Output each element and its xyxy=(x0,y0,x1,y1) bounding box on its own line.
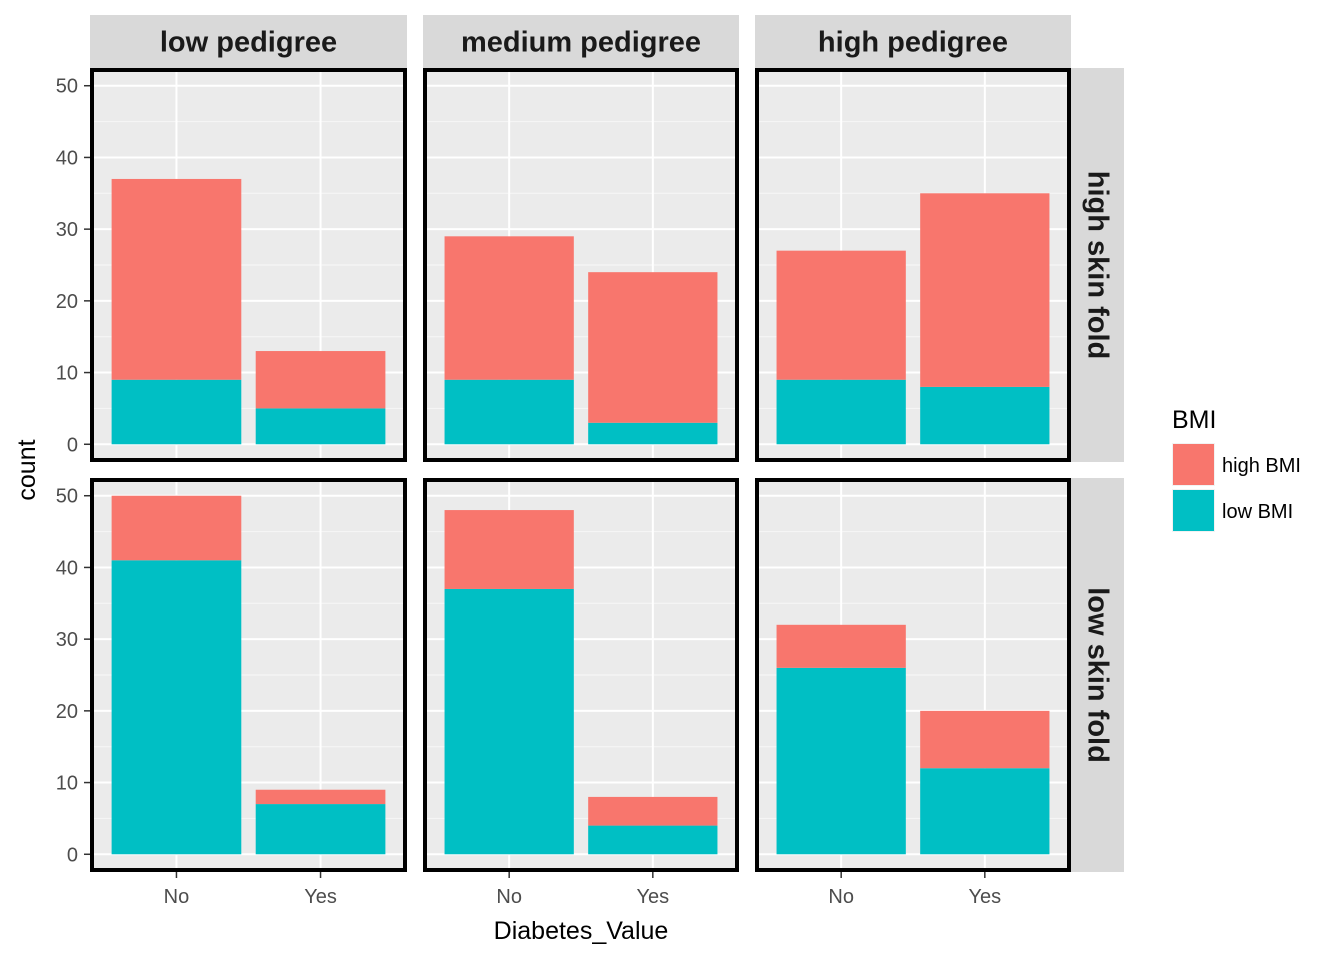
bar-low-skin-fold-low-pedigree-yes-high-bmi xyxy=(255,789,386,805)
row-strip xyxy=(1071,478,1124,872)
panel-border xyxy=(423,68,739,462)
y-tick-label: 0 xyxy=(67,434,78,456)
column-strip xyxy=(90,15,407,68)
bar-high-skin-fold-low-pedigree-yes-high-bmi xyxy=(255,351,386,409)
row-strip-label: low skin fold xyxy=(1082,587,1114,763)
y-tick-label: 20 xyxy=(56,701,78,723)
bar-low-skin-fold-medium-pedigree-yes-low-bmi xyxy=(588,825,718,855)
bar-high-skin-fold-high-pedigree-no-low-bmi xyxy=(776,379,906,445)
bar-low-skin-fold-low-pedigree-no-low-bmi xyxy=(111,560,242,855)
bar-high-skin-fold-medium-pedigree-yes-high-bmi xyxy=(588,272,718,423)
bar-low-skin-fold-low-pedigree-yes-low-bmi xyxy=(255,804,386,855)
row-strip xyxy=(1071,68,1124,462)
bar-low-skin-fold-medium-pedigree-yes-high-bmi xyxy=(588,796,718,826)
y-tick-label: 50 xyxy=(56,76,78,98)
y-tick-label: 40 xyxy=(56,557,78,579)
y-tick-label: 0 xyxy=(67,844,78,866)
legend-title: BMI xyxy=(1172,406,1216,434)
bar-high-skin-fold-low-pedigree-no-high-bmi xyxy=(111,178,242,380)
bar-high-skin-fold-high-pedigree-no-high-bmi xyxy=(776,250,906,380)
x-tick-label: Yes xyxy=(636,886,669,908)
row-strip-label: high skin fold xyxy=(1082,171,1114,360)
y-tick-label: 30 xyxy=(56,629,78,651)
column-strip xyxy=(423,15,739,68)
y-tick-label: 10 xyxy=(56,363,78,385)
x-tick-label: No xyxy=(164,886,190,908)
legend-label: low BMI xyxy=(1222,501,1293,523)
panel-border xyxy=(90,478,407,872)
y-tick-label: 50 xyxy=(56,486,78,508)
legend-swatch-high-bmi xyxy=(1173,444,1214,485)
x-tick-label: Yes xyxy=(968,886,1001,908)
bar-low-skin-fold-medium-pedigree-no-low-bmi xyxy=(444,588,574,855)
x-axis-title: Diabetes_Value xyxy=(494,917,669,945)
column-strip-label: high pedigree xyxy=(818,27,1008,59)
panel-border xyxy=(423,478,739,872)
column-strip xyxy=(755,15,1071,68)
bar-low-skin-fold-medium-pedigree-no-high-bmi xyxy=(444,510,574,589)
bar-high-skin-fold-low-pedigree-no-low-bmi xyxy=(111,379,242,445)
bar-low-skin-fold-high-pedigree-yes-low-bmi xyxy=(920,768,1050,855)
bar-high-skin-fold-high-pedigree-yes-low-bmi xyxy=(920,386,1050,445)
y-tick-label: 20 xyxy=(56,291,78,313)
column-strip-label: medium pedigree xyxy=(461,27,701,59)
bar-low-skin-fold-low-pedigree-no-high-bmi xyxy=(111,495,242,561)
y-tick-label: 30 xyxy=(56,219,78,241)
legend-swatch-low-bmi xyxy=(1173,490,1214,531)
y-axis-title: count xyxy=(13,439,41,500)
bar-high-skin-fold-medium-pedigree-yes-low-bmi xyxy=(588,422,718,445)
column-strip-label: low pedigree xyxy=(160,27,337,59)
bar-high-skin-fold-medium-pedigree-no-high-bmi xyxy=(444,236,574,380)
bar-high-skin-fold-low-pedigree-yes-low-bmi xyxy=(255,408,386,445)
x-tick-label: No xyxy=(828,886,854,908)
y-tick-label: 10 xyxy=(56,773,78,795)
legend-label: high BMI xyxy=(1222,455,1301,477)
bar-high-skin-fold-medium-pedigree-no-low-bmi xyxy=(444,379,574,445)
y-tick-label: 40 xyxy=(56,147,78,169)
x-tick-label: Yes xyxy=(304,886,337,908)
x-tick-label: No xyxy=(496,886,522,908)
bar-low-skin-fold-high-pedigree-yes-high-bmi xyxy=(920,710,1050,769)
panel-border xyxy=(755,68,1071,462)
bar-high-skin-fold-high-pedigree-yes-high-bmi xyxy=(920,193,1050,387)
panel-border xyxy=(755,478,1071,872)
bar-low-skin-fold-high-pedigree-no-low-bmi xyxy=(776,667,906,855)
bar-low-skin-fold-high-pedigree-no-high-bmi xyxy=(776,624,906,668)
panel-border xyxy=(90,68,407,462)
